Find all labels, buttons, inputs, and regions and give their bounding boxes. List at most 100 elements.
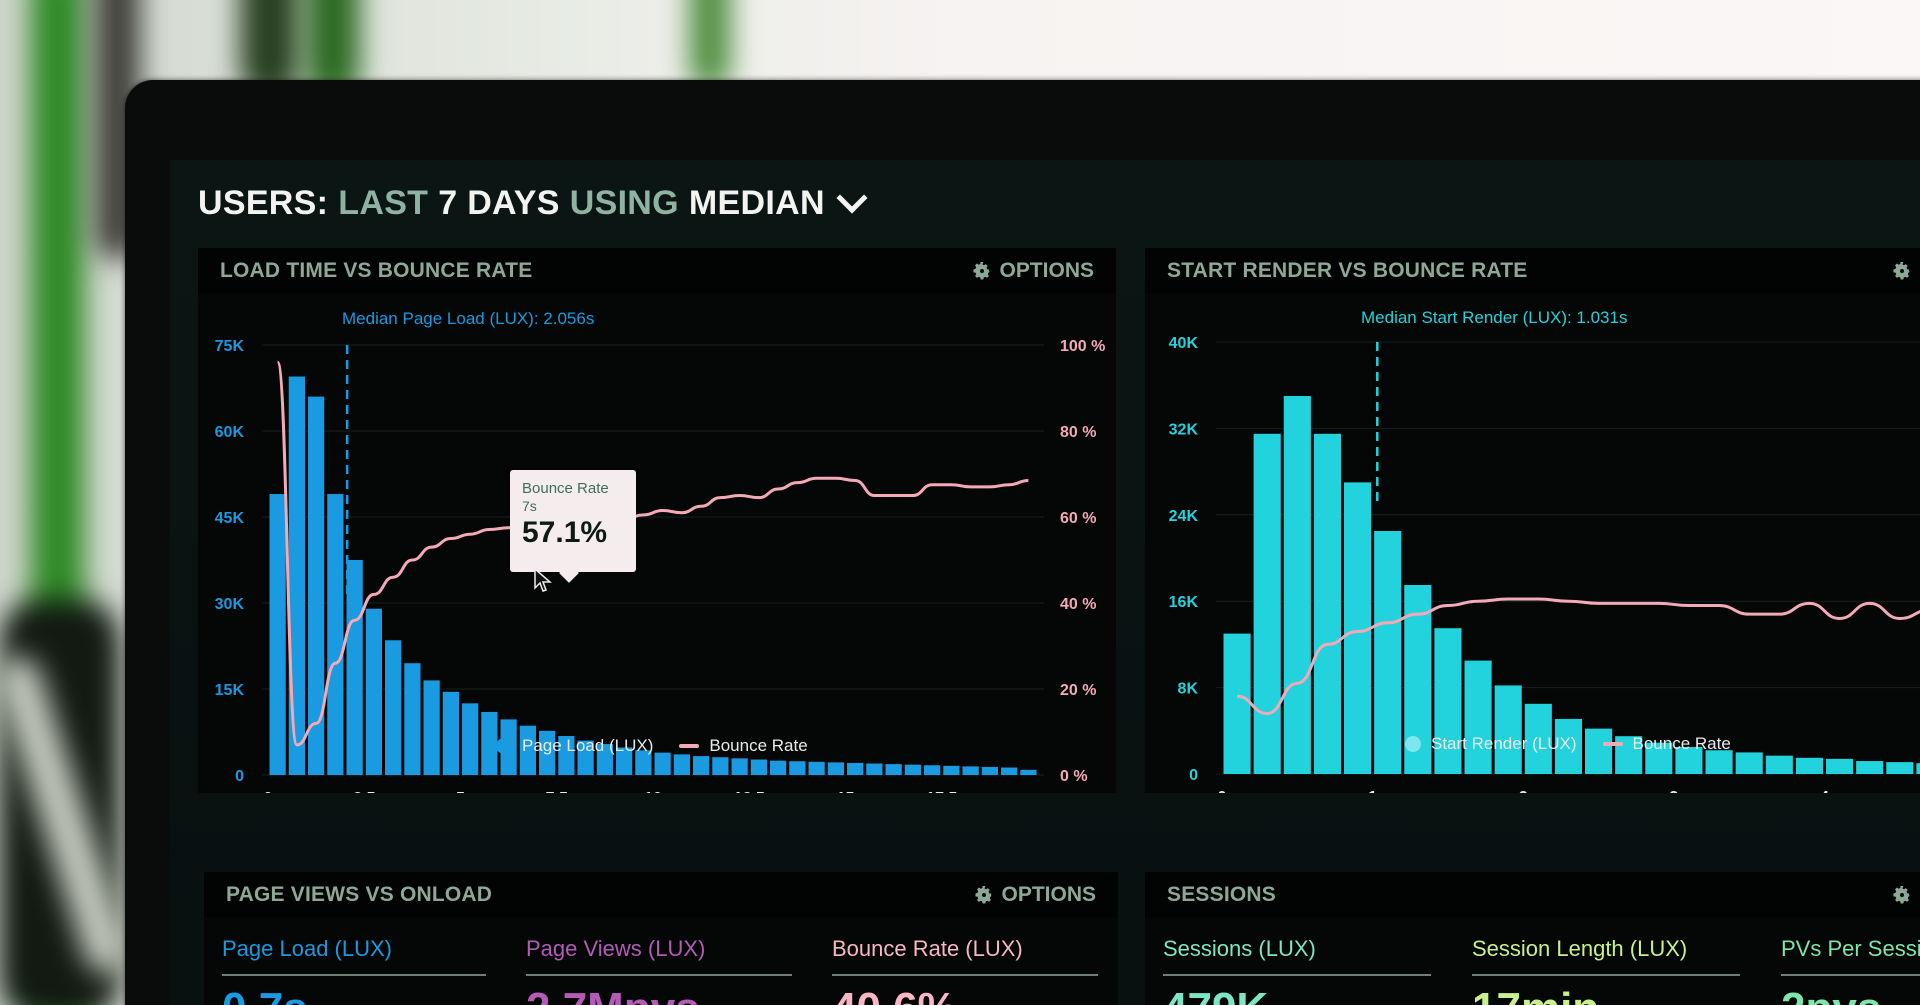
legend-item-bounce-rate[interactable]: Bounce Rate	[1602, 734, 1731, 754]
bar[interactable]	[924, 765, 941, 775]
bar[interactable]	[789, 761, 806, 775]
options-button[interactable]	[1893, 886, 1911, 904]
bar[interactable]	[1344, 482, 1372, 774]
bar[interactable]	[577, 740, 594, 775]
bar[interactable]	[308, 396, 325, 775]
bar[interactable]	[269, 494, 286, 775]
bar[interactable]	[1283, 396, 1311, 774]
bounce-rate-line[interactable]	[276, 360, 1029, 747]
bar[interactable]	[1705, 750, 1733, 774]
bar[interactable]	[1916, 763, 1920, 774]
bar[interactable]	[1826, 758, 1854, 774]
x-axis-tick: 2	[1519, 789, 1528, 793]
tooltip-title: Bounce Rate	[522, 480, 609, 497]
bar[interactable]	[539, 730, 556, 775]
legend-item-page-load[interactable]: Page Load (LUX)	[496, 736, 653, 756]
bar[interactable]	[442, 691, 459, 775]
page-title[interactable]: USERS: LAST 7 DAYS USING MEDIAN	[198, 181, 868, 223]
stat-page-load[interactable]: Page Load (LUX) 0.7s	[222, 936, 486, 1005]
bar[interactable]	[616, 747, 633, 775]
bar[interactable]	[1020, 769, 1037, 775]
bar[interactable]	[1313, 433, 1341, 774]
bar[interactable]	[423, 680, 440, 775]
bar[interactable]	[712, 757, 729, 775]
bar[interactable]	[558, 736, 575, 775]
bar[interactable]	[943, 765, 960, 775]
bar[interactable]	[654, 752, 671, 775]
bar[interactable]	[693, 756, 710, 775]
line-marker-icon	[679, 744, 700, 748]
bar[interactable]	[1001, 767, 1018, 775]
stat-sessions[interactable]: Sessions (LUX) 479K	[1163, 936, 1431, 1005]
options-button[interactable]: OPTIONS	[973, 259, 1094, 283]
start-render-chart[interactable]: 40K 32K 24K 16K 8K 0 0 1 2 3 4	[1145, 248, 1920, 793]
bar[interactable]	[1464, 660, 1492, 774]
stat-session-length[interactable]: Session Length (LUX) 17min	[1472, 936, 1740, 1005]
bar[interactable]	[731, 758, 748, 775]
bar[interactable]	[635, 750, 652, 775]
y-axis-tick: 60K	[215, 424, 245, 441]
bar[interactable]	[904, 764, 921, 775]
title-part-7-days: 7 DAYS	[438, 184, 560, 222]
bar[interactable]	[1374, 531, 1402, 774]
bar[interactable]	[1524, 703, 1552, 774]
y-axis-tick: 15K	[215, 682, 245, 699]
bar[interactable]	[519, 725, 536, 775]
panel-load-time-vs-bounce-rate: LOAD TIME VS BOUNCE RATE OPTIONS 75K 60K 4…	[198, 248, 1116, 793]
bounce-rate-line[interactable]	[1236, 597, 1920, 716]
bar[interactable]	[404, 663, 421, 775]
bar[interactable]	[327, 494, 344, 775]
load-time-chart[interactable]: 75K 60K 45K 30K 15K 0 100 % 80 % 60 % 40 % 20 % 0 %…	[198, 248, 1116, 793]
bar[interactable]	[885, 764, 902, 775]
bar[interactable]	[1585, 728, 1613, 774]
bar[interactable]	[1223, 633, 1251, 774]
bar[interactable]	[827, 762, 844, 775]
bar[interactable]	[1886, 762, 1914, 774]
bar[interactable]	[462, 703, 479, 775]
y-axis-tick: 30K	[215, 596, 245, 613]
y-axis-tick: 8K	[1178, 681, 1199, 698]
stat-pvs-per-session[interactable]: PVs Per Sessi 2pvs	[1781, 936, 1920, 1005]
bar[interactable]	[808, 761, 825, 775]
bar[interactable]	[596, 744, 613, 775]
bar[interactable]	[481, 711, 498, 775]
bar[interactable]	[866, 763, 883, 775]
bar[interactable]	[847, 762, 864, 775]
bar[interactable]	[1554, 718, 1582, 774]
y-axis-tick: 40K	[1169, 335, 1199, 352]
y-axis-tick: 16K	[1169, 594, 1199, 611]
chart-legend: Page Load (LUX) Bounce Rate	[496, 736, 808, 756]
bar[interactable]	[1675, 747, 1703, 774]
bar[interactable]	[365, 608, 382, 775]
options-button[interactable]: OPTIONS	[975, 883, 1096, 907]
chevron-down-icon[interactable]	[836, 181, 868, 214]
divider	[1163, 974, 1431, 976]
legend-label: Page Load (LUX)	[522, 736, 654, 755]
x-axis-tick: 2.5	[353, 790, 375, 793]
bar[interactable]	[1765, 755, 1793, 774]
panel-sessions: SESSIONS Sessions (LUX) 479K Session Len…	[1145, 872, 1920, 1005]
bar[interactable]	[288, 376, 305, 775]
bar[interactable]	[1856, 761, 1884, 774]
stat-page-views[interactable]: Page Views (LUX) 2.7Mpvs	[526, 936, 792, 1005]
bar[interactable]	[981, 766, 998, 775]
bar[interactable]	[770, 760, 787, 775]
bar[interactable]	[346, 560, 363, 775]
x-axis-tick: 15	[837, 790, 855, 793]
bar[interactable]	[1795, 757, 1823, 774]
legend-item-start-render[interactable]: Start Render (LUX)	[1405, 734, 1577, 754]
bar[interactable]	[1494, 685, 1522, 774]
bar[interactable]	[1645, 742, 1673, 774]
stat-bounce-rate[interactable]: Bounce Rate (LUX) 40.6%	[832, 936, 1098, 1005]
legend-label: Start Render (LUX)	[1431, 734, 1577, 753]
bar[interactable]	[673, 754, 690, 775]
legend-item-bounce-rate[interactable]: Bounce Rate	[679, 736, 808, 756]
y-axis-tick: 45K	[215, 510, 245, 527]
bar[interactable]	[1434, 628, 1462, 774]
bar[interactable]	[1735, 752, 1763, 774]
options-button[interactable]	[1893, 262, 1911, 280]
bar[interactable]	[385, 640, 402, 775]
bar[interactable]	[750, 759, 767, 775]
bar[interactable]	[962, 766, 979, 775]
bar[interactable]	[1253, 433, 1281, 774]
